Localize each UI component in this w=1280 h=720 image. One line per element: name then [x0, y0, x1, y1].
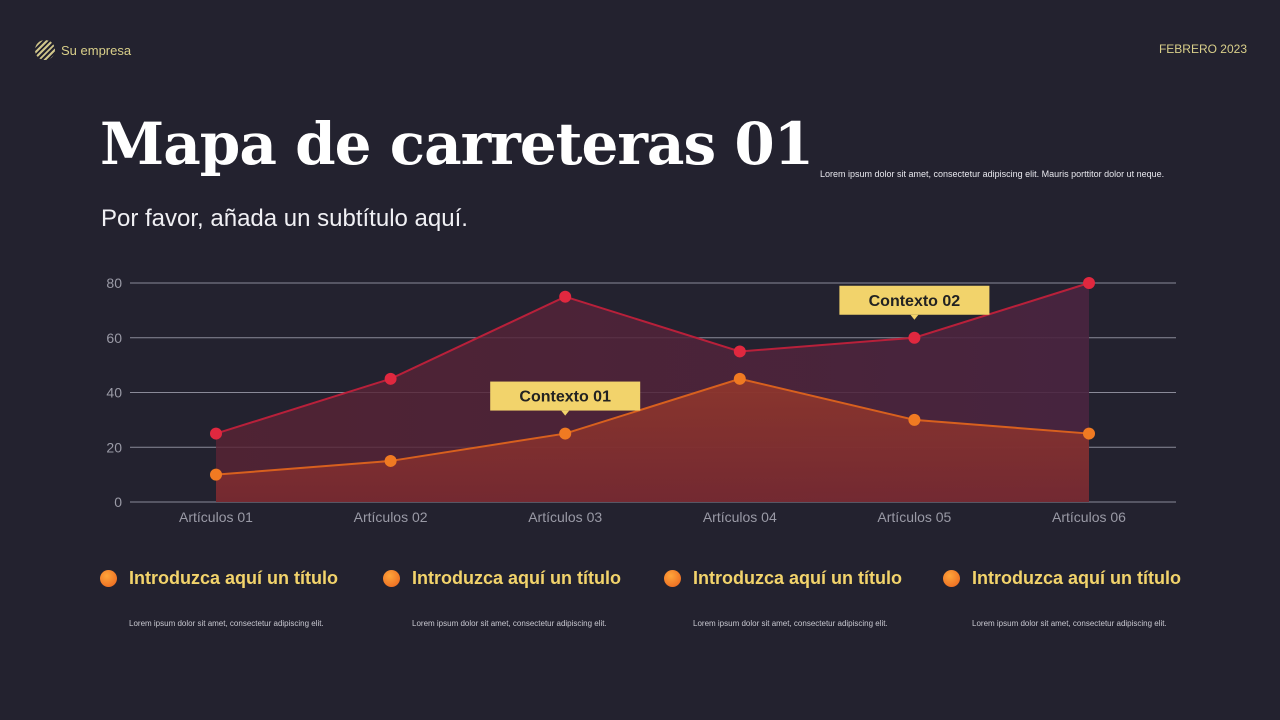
data-point: [210, 427, 222, 440]
brand-name: Su empresa: [61, 42, 132, 58]
data-point: [733, 372, 746, 385]
legend-item: Introduzca aquí un título Lorem ipsum dol…: [943, 568, 1181, 628]
description: Lorem ipsum dolor sit amet, consectetur …: [820, 169, 1165, 179]
data-point: [733, 345, 746, 358]
y-tick-label: 20: [106, 439, 122, 455]
callout: Contexto 02: [839, 285, 990, 320]
x-tick-label: Artículos 05: [877, 509, 951, 525]
data-point: [559, 290, 572, 303]
y-tick-label: 0: [114, 494, 122, 510]
legend-text: Lorem ipsum dolor sit amet, consectetur …: [412, 619, 607, 628]
legend-title: Introduzca aquí un título: [129, 568, 338, 588]
x-tick-label: Artículos 06: [1052, 509, 1126, 525]
data-point: [1083, 427, 1095, 440]
legend-title: Introduzca aquí un título: [412, 568, 621, 588]
callout-text: Contexto 01: [519, 389, 611, 406]
x-tick-label: Artículos 04: [703, 509, 777, 525]
legend-text: Lorem ipsum dolor sit amet, consectetur …: [693, 619, 888, 628]
series-line-0: [215, 282, 1090, 435]
y-tick-label: 40: [106, 385, 122, 401]
subtitle: Por favor, añada un subtítulo aquí.: [101, 205, 468, 232]
bullet-icon: [664, 570, 681, 587]
legend-text: Lorem ipsum dolor sit amet, consectetur …: [129, 619, 324, 628]
callout: Contexto 01: [490, 381, 641, 416]
data-point: [1083, 277, 1095, 289]
x-tick-label: Artículos 03: [528, 509, 602, 525]
series-line-1: [215, 377, 1090, 476]
logo-icon: [35, 40, 55, 60]
data-point: [210, 468, 222, 481]
legend-item: Introduzca aquí un título Lorem ipsum dol…: [100, 568, 338, 628]
callout-text: Contexto 02: [869, 293, 961, 310]
bullet-icon: [100, 570, 117, 587]
bullet-icon: [383, 570, 400, 587]
legend-title: Introduzca aquí un título: [972, 568, 1181, 588]
legend-title: Introduzca aquí un título: [693, 568, 902, 588]
bullet-icon: [943, 570, 960, 587]
x-tick-label: Artículos 02: [354, 509, 428, 525]
data-point: [908, 413, 921, 426]
legend-item: Introduzca aquí un título Lorem ipsum dol…: [383, 568, 621, 628]
page-title: Mapa de carreteras 01: [100, 110, 814, 178]
y-tick-label: 60: [106, 330, 122, 346]
data-point: [384, 454, 397, 467]
data-point: [559, 427, 572, 440]
data-point: [384, 372, 397, 385]
data-point: [908, 331, 921, 344]
brand: Su empresa: [35, 40, 131, 60]
y-tick-label: 80: [106, 275, 122, 291]
date-label: FEBRERO 2023: [1158, 42, 1247, 56]
legend-item: Introduzca aquí un título Lorem ipsum dol…: [664, 568, 902, 628]
x-tick-label: Artículos 01: [179, 509, 253, 525]
legend-text: Lorem ipsum dolor sit amet, consectetur …: [972, 619, 1167, 628]
